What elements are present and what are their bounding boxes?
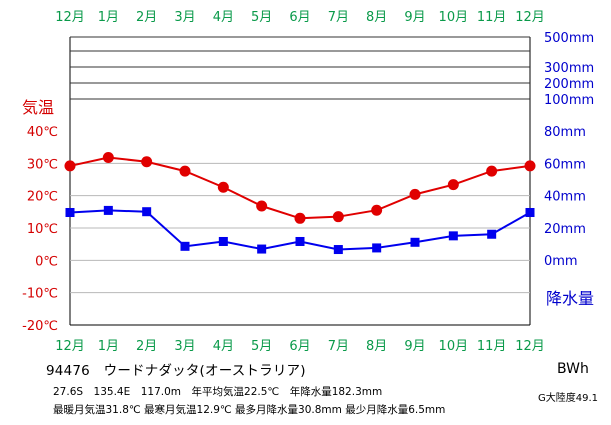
month-label: 12月 <box>515 10 545 25</box>
month-label: 2月 <box>136 339 157 354</box>
climate-code: BWh <box>557 361 589 377</box>
temperature-tick: -20℃ <box>22 319 58 334</box>
top-month-labels: 12月 1月 2月 3月 4月 5月 6月 7月 8月 9月 10月 11月 12月 <box>55 10 545 25</box>
month-label: 12月 <box>55 339 85 354</box>
temperature-tick: 0℃ <box>35 254 58 269</box>
month-label: 10月 <box>439 10 469 25</box>
month-label: 1月 <box>98 10 119 25</box>
precipitation-tick: 200mm <box>544 77 594 92</box>
precipitation-tick: 20mm <box>544 222 586 237</box>
precipitation-tick: 0mm <box>544 254 578 269</box>
precipitation-tick: 500mm <box>544 31 594 46</box>
month-label: 3月 <box>174 339 195 354</box>
temperature-line <box>69 156 531 220</box>
month-label: 6月 <box>289 10 310 25</box>
temperature-point <box>486 165 498 177</box>
precipitation-tick: 100mm <box>544 93 594 108</box>
bottom-month-labels: 12月 1月 2月 3月 4月 5月 6月 7月 8月 9月 10月 11月 12月 <box>55 339 545 354</box>
month-label: 4月 <box>213 339 234 354</box>
precipitation-series <box>65 205 535 255</box>
temperature-point <box>294 212 306 224</box>
temperature-point <box>102 152 114 164</box>
precipitation-tick: 60mm <box>544 157 586 172</box>
precipitation-point <box>180 241 190 251</box>
temperature-tick: 30℃ <box>27 157 58 172</box>
temperature-tick: 20℃ <box>27 190 58 205</box>
temperature-tick: -10℃ <box>22 287 58 302</box>
precipitation-point <box>487 229 497 239</box>
month-label: 9月 <box>404 339 425 354</box>
precipitation-point <box>410 237 420 247</box>
temperature-tick: 40℃ <box>27 125 58 140</box>
month-label: 6月 <box>289 339 310 354</box>
precipitation-point <box>525 208 535 218</box>
continentality-index: G大陸度49.1 <box>538 393 599 404</box>
precipitation-point <box>295 236 305 246</box>
precipitation-axis-label: 降水量 <box>546 289 594 308</box>
month-label: 12月 <box>515 339 545 354</box>
precipitation-point <box>218 236 228 246</box>
precipitation-point <box>65 208 75 218</box>
month-label: 2月 <box>136 10 157 25</box>
gridlines <box>69 36 531 326</box>
precipitation-point <box>372 243 382 253</box>
month-label: 3月 <box>174 10 195 25</box>
month-label: 11月 <box>477 339 507 354</box>
temperature-series <box>64 152 536 224</box>
month-label: 5月 <box>251 10 272 25</box>
temperature-point <box>332 211 344 223</box>
precipitation-point <box>142 207 152 217</box>
station-summary-line1: 27.6S 135.4E 117.0m 年平均気温22.5℃ 年降水量182.3… <box>53 386 383 398</box>
precipitation-tick: 80mm <box>544 125 586 140</box>
temperature-point <box>409 188 421 200</box>
month-label: 8月 <box>366 339 387 354</box>
temperature-point <box>217 181 229 193</box>
month-label: 11月 <box>477 10 507 25</box>
station-title: 94476 ウードナダッタ(オーストラリア) <box>46 363 306 379</box>
temperature-tick: 10℃ <box>27 222 58 237</box>
temperature-point <box>447 179 459 191</box>
precipitation-point <box>257 244 267 254</box>
precipitation-point <box>103 205 113 215</box>
precipitation-tick: 300mm <box>544 61 594 76</box>
month-label: 5月 <box>251 339 272 354</box>
month-label: 9月 <box>404 10 425 25</box>
month-label: 8月 <box>366 10 387 25</box>
temperature-point <box>64 160 76 172</box>
temperature-axis-label: 気温 <box>22 98 54 117</box>
precipitation-point <box>333 245 343 255</box>
precipitation-point <box>448 231 458 241</box>
month-label: 7月 <box>328 10 349 25</box>
temperature-point <box>141 156 153 168</box>
temperature-point <box>524 160 536 172</box>
month-label: 1月 <box>98 339 119 354</box>
precipitation-tick: 40mm <box>544 190 586 205</box>
month-label: 7月 <box>328 339 349 354</box>
temperature-point <box>256 200 268 212</box>
temperature-tick-labels: 40℃ 30℃ 20℃ 10℃ 0℃ -10℃ -20℃ <box>22 125 58 334</box>
station-summary-line2: 最暖月気温31.8℃ 最寒月気温12.9℃ 最多月降水量30.8mm 最少月降水… <box>53 404 446 416</box>
temperature-point <box>371 204 383 216</box>
month-label: 10月 <box>439 339 469 354</box>
month-label: 4月 <box>213 10 234 25</box>
month-label: 12月 <box>55 10 85 25</box>
temperature-point <box>179 165 191 177</box>
